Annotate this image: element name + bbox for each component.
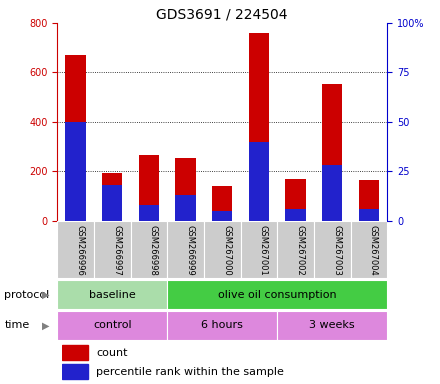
Bar (62, 364, 88, 379)
Bar (212, 186, 232, 221)
Text: olive oil consumption: olive oil consumption (218, 290, 337, 300)
Text: GSM267002: GSM267002 (296, 225, 304, 276)
Bar (176, 195, 196, 221)
Bar (66, 122, 86, 221)
Bar (167, 280, 387, 309)
Text: GSM267004: GSM267004 (369, 225, 378, 276)
Text: time: time (4, 320, 29, 331)
Bar (62, 345, 88, 360)
Text: count: count (96, 348, 128, 358)
Text: GSM267000: GSM267000 (222, 225, 231, 276)
Text: ▶: ▶ (42, 320, 50, 331)
Bar (66, 55, 86, 221)
Text: GSM266998: GSM266998 (149, 225, 158, 276)
Text: GSM266996: GSM266996 (76, 225, 84, 276)
Bar (322, 166, 342, 221)
Bar (249, 33, 269, 221)
Bar (359, 180, 379, 221)
Text: GSM266997: GSM266997 (112, 225, 121, 276)
Bar (176, 158, 196, 221)
Bar (277, 311, 387, 340)
Text: GSM266999: GSM266999 (186, 225, 194, 276)
Bar (167, 221, 204, 278)
Bar (277, 221, 314, 278)
Title: GDS3691 / 224504: GDS3691 / 224504 (157, 8, 288, 22)
Bar (57, 221, 94, 278)
Bar (102, 172, 122, 221)
Bar (351, 221, 387, 278)
Bar (286, 179, 306, 221)
Text: percentile rank within the sample: percentile rank within the sample (96, 367, 284, 377)
Bar (131, 221, 167, 278)
Text: 6 hours: 6 hours (201, 320, 243, 331)
Bar (212, 211, 232, 221)
Bar (322, 84, 342, 221)
Text: GSM267001: GSM267001 (259, 225, 268, 276)
Bar (286, 209, 306, 221)
Bar (359, 209, 379, 221)
Bar (94, 221, 131, 278)
Bar (102, 185, 122, 221)
Text: GSM267003: GSM267003 (332, 225, 341, 276)
Text: 3 weeks: 3 weeks (309, 320, 355, 331)
Bar (57, 280, 167, 309)
Bar (241, 221, 277, 278)
Bar (139, 155, 159, 221)
Bar (57, 311, 167, 340)
Bar (204, 221, 241, 278)
Text: protocol: protocol (4, 290, 50, 300)
Text: ▶: ▶ (42, 290, 50, 300)
Bar (314, 221, 351, 278)
Text: baseline: baseline (89, 290, 136, 300)
Bar (139, 205, 159, 221)
Bar (249, 142, 269, 221)
Text: control: control (93, 320, 132, 331)
Bar (167, 311, 277, 340)
